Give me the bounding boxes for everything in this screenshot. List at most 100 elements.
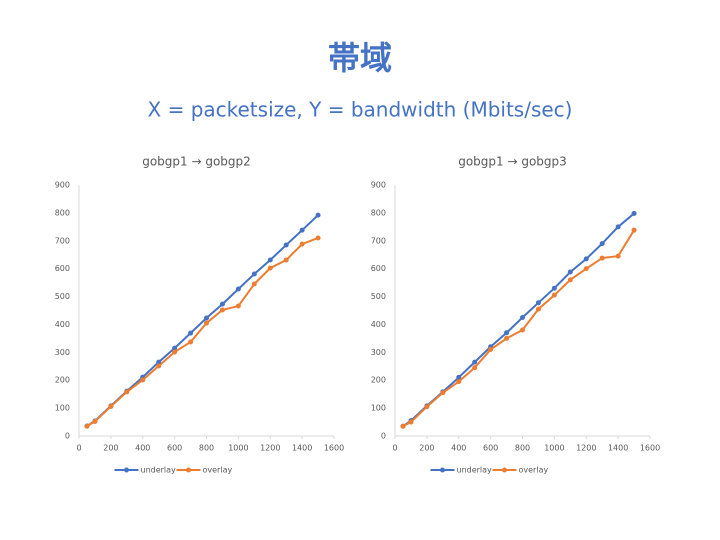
- x-tick-label: 1600: [640, 444, 660, 453]
- y-tick-label: 300: [371, 348, 386, 357]
- data-point: [188, 339, 194, 345]
- data-point: [315, 235, 321, 241]
- x-tick-label: 600: [483, 444, 498, 453]
- y-tick-label: 200: [55, 376, 70, 385]
- data-point: [219, 307, 225, 313]
- x-tick-label: 1000: [544, 444, 564, 453]
- legend-marker: [440, 467, 445, 473]
- data-point: [204, 320, 209, 326]
- data-point: [299, 227, 305, 233]
- data-point: [172, 349, 178, 355]
- x-tick-label: 1400: [608, 444, 628, 453]
- y-tick-label: 600: [55, 264, 70, 273]
- y-tick-label: 500: [55, 292, 70, 301]
- x-tick-label: 1000: [228, 444, 248, 453]
- data-point: [440, 390, 446, 396]
- data-point: [535, 306, 541, 312]
- legend-label: underlay: [141, 466, 177, 475]
- legend-label: underlay: [457, 466, 493, 475]
- y-tick-label: 400: [371, 320, 386, 329]
- data-point: [267, 257, 273, 263]
- y-tick-label: 800: [371, 208, 386, 217]
- x-tick-label: 200: [419, 444, 434, 453]
- data-point: [124, 389, 130, 395]
- data-point: [156, 363, 162, 369]
- data-point: [504, 335, 510, 341]
- y-tick-label: 400: [55, 320, 70, 329]
- x-tick-label: 400: [135, 444, 150, 453]
- x-tick-label: 1600: [324, 444, 344, 453]
- series-line: [402, 229, 635, 428]
- y-tick-label: 100: [55, 404, 70, 413]
- data-point: [400, 423, 406, 429]
- x-tick-label: 0: [76, 444, 81, 453]
- legend-marker: [124, 467, 129, 473]
- series-line: [402, 212, 635, 428]
- data-point: [424, 404, 430, 410]
- data-point: [156, 359, 162, 365]
- data-point: [84, 423, 90, 429]
- data-point: [504, 330, 510, 336]
- data-point: [567, 269, 573, 275]
- data-point: [456, 374, 462, 380]
- data-point: [283, 242, 289, 248]
- series-line: [86, 214, 319, 427]
- data-point: [204, 315, 209, 321]
- data-point: [631, 227, 637, 233]
- chart-title: gobgp1 → gobgp3: [458, 155, 567, 169]
- chart-title: gobgp1 → gobgp2: [142, 155, 251, 169]
- data-point: [472, 359, 478, 365]
- data-point: [599, 255, 605, 261]
- legend-label: overlay: [203, 466, 233, 475]
- data-point: [551, 285, 557, 291]
- data-point: [583, 256, 589, 262]
- data-point: [251, 281, 257, 287]
- x-tick-label: 1200: [576, 444, 596, 453]
- y-tick-label: 500: [371, 292, 386, 301]
- data-point: [235, 286, 241, 292]
- data-point: [535, 300, 541, 306]
- y-tick-label: 300: [55, 348, 70, 357]
- y-tick-label: 0: [381, 432, 386, 441]
- data-point: [299, 241, 305, 247]
- x-tick-label: 800: [515, 444, 530, 453]
- y-tick-label: 100: [371, 404, 386, 413]
- y-tick-label: 700: [371, 236, 386, 245]
- slide-title: 帯域: [328, 39, 392, 77]
- data-point: [456, 379, 462, 385]
- y-tick-label: 600: [371, 264, 386, 273]
- data-point: [408, 419, 414, 425]
- data-point: [235, 303, 241, 309]
- legend-marker: [502, 467, 507, 473]
- data-point: [172, 345, 178, 351]
- y-tick-label: 900: [371, 181, 386, 190]
- data-point: [219, 301, 225, 307]
- data-point: [283, 257, 289, 263]
- y-tick-label: 200: [371, 376, 386, 385]
- data-point: [140, 377, 146, 383]
- data-point: [315, 212, 321, 218]
- data-point: [488, 347, 494, 353]
- x-tick-label: 200: [103, 444, 118, 453]
- data-point: [520, 314, 525, 320]
- data-point: [567, 277, 573, 283]
- x-tick-label: 0: [392, 444, 397, 453]
- data-point: [615, 253, 621, 259]
- slide-subtitle: X = packetsize, Y = bandwidth (Mbits/sec…: [148, 98, 573, 122]
- y-tick-label: 700: [55, 236, 70, 245]
- y-tick-label: 800: [55, 208, 70, 217]
- legend-marker: [186, 467, 191, 473]
- data-point: [631, 210, 637, 216]
- data-point: [551, 292, 557, 298]
- legend-label: overlay: [519, 466, 549, 475]
- x-tick-label: 1200: [260, 444, 280, 453]
- data-point: [472, 365, 478, 371]
- series-line: [86, 237, 319, 428]
- data-point: [520, 327, 525, 333]
- data-point: [92, 418, 98, 424]
- data-point: [267, 265, 273, 271]
- data-point: [108, 403, 114, 409]
- y-tick-label: 0: [65, 432, 70, 441]
